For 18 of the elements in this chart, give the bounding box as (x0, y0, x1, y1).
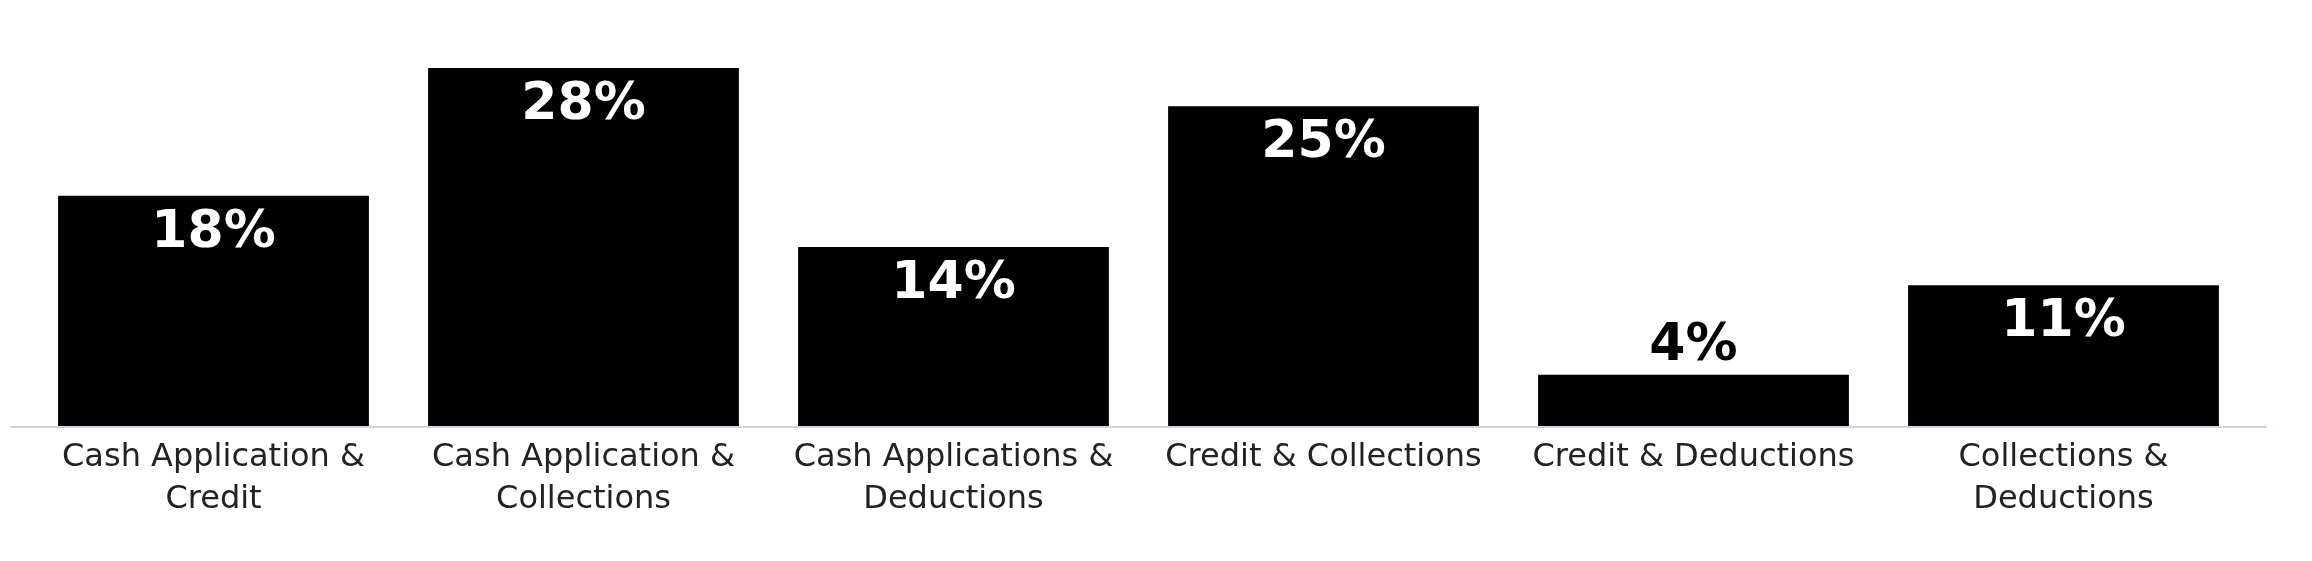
bar (1168, 106, 1479, 426)
bar (1908, 285, 2219, 426)
x-tick-label: Credit & Collections (1165, 436, 1482, 475)
bar (1538, 374, 1849, 426)
x-tick-label: Cash Application & Collections (432, 436, 735, 516)
data-label: 18% (151, 198, 276, 259)
x-tick-label: Cash Applications & Deductions (793, 436, 1114, 516)
data-label: 11% (2001, 288, 2126, 349)
data-label: 14% (891, 250, 1016, 310)
data-label: 4% (1649, 311, 1738, 372)
bar (798, 247, 1109, 426)
bar (58, 195, 369, 426)
data-label: 25% (1261, 109, 1386, 170)
x-tick-label: Collections & Deductions (1958, 436, 2169, 516)
bar (428, 68, 739, 426)
data-label: 28% (521, 71, 646, 131)
x-tick-label: Credit & Deductions (1532, 436, 1855, 475)
x-tick-label: Cash Application & Credit (62, 436, 365, 516)
